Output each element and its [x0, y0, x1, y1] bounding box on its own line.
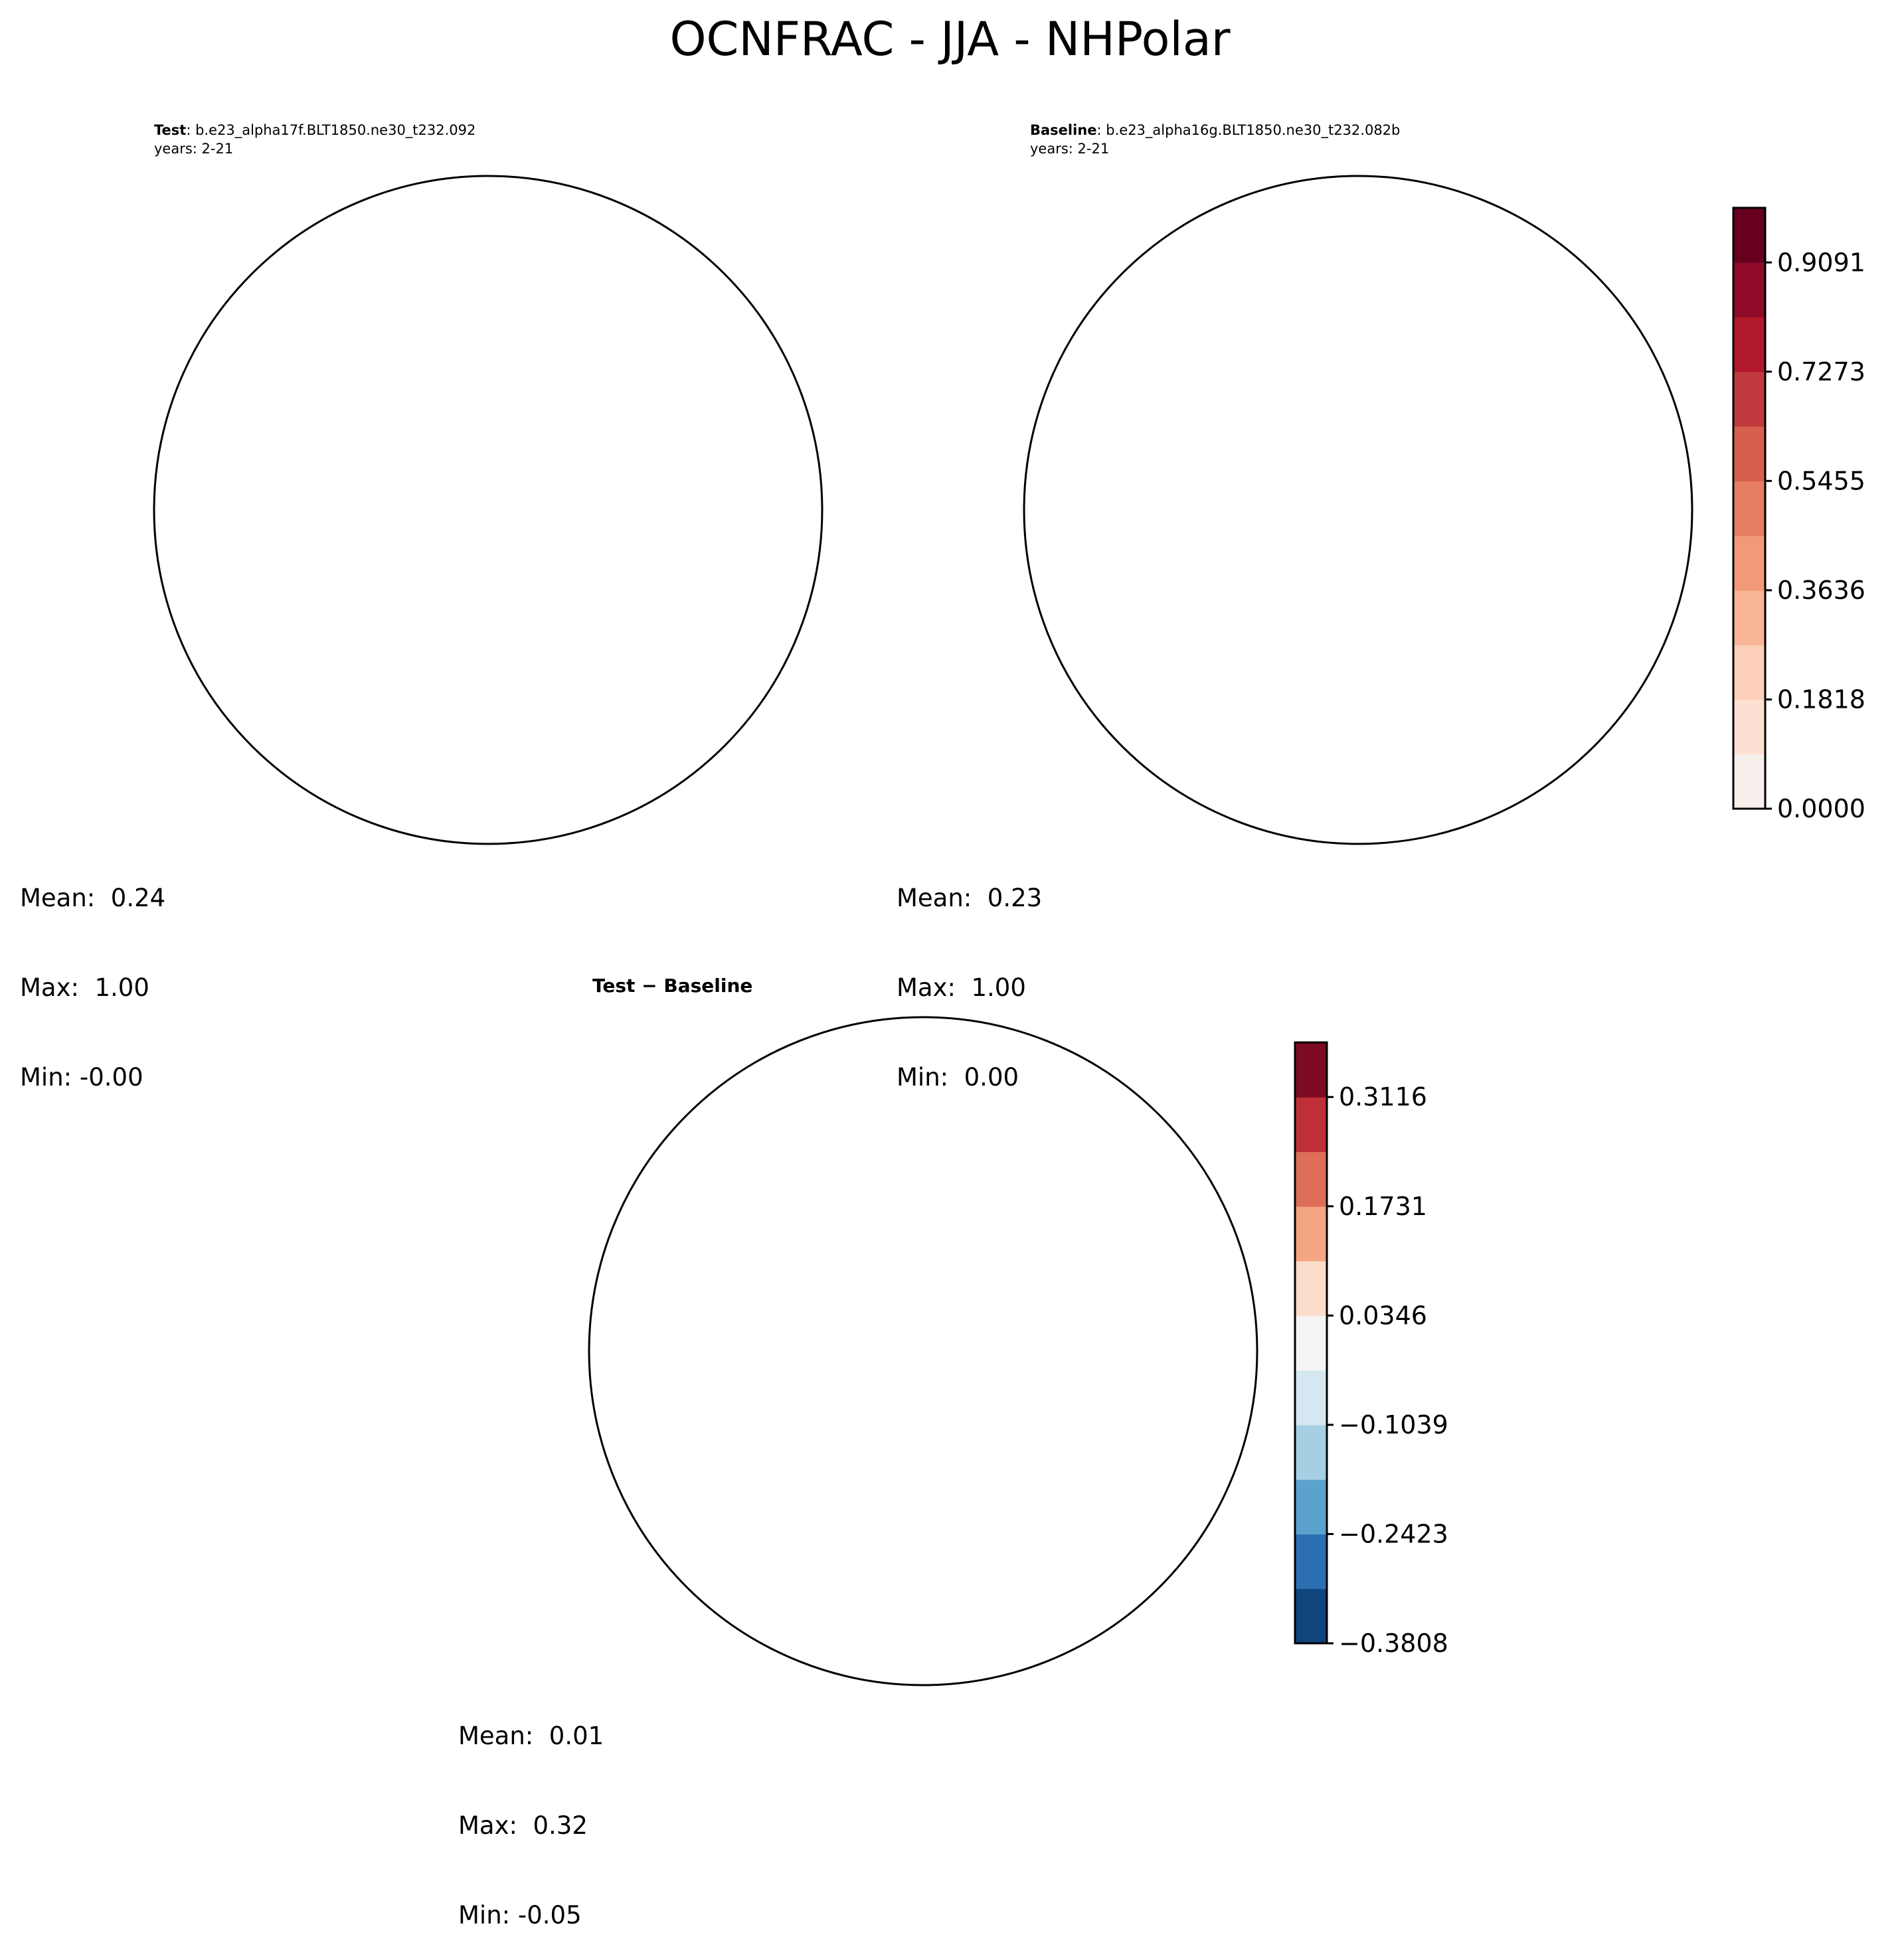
diff-colorbar-segment [1295, 1534, 1327, 1590]
main-colorbar: 0.0000 0.1818 0.3636 0.5455 0.7273 0.9091 [1732, 206, 1865, 823]
test-arctic-mid [335, 354, 562, 593]
main-colorbar-tick-label: 0.0000 [1777, 794, 1865, 823]
main-colorbar-segment [1733, 371, 1765, 427]
diff-colorbar-segment [1295, 1151, 1327, 1207]
diff-arctic-center [790, 1212, 963, 1378]
main-colorbar-segment [1733, 317, 1765, 372]
diff-pole-marker [920, 1339, 932, 1350]
diff-greenland [790, 1318, 936, 1457]
baseline-arctic-inner [1318, 470, 1398, 536]
test-max: Max: 1.00 [20, 973, 149, 1002]
test-years: years: 2-21 [154, 141, 234, 157]
baseline-map-border [1023, 175, 1693, 845]
test-map-border [153, 175, 823, 845]
baseline-arctic-edge [1192, 337, 1451, 616]
test-ocean-high [642, 686, 714, 882]
baseline-map [986, 138, 1693, 882]
diff-panel-title: Test − Baseline [592, 975, 753, 997]
main-colorbar-tick-label: 0.1818 [1777, 685, 1865, 714]
diff-barents-high [936, 1398, 990, 1457]
baseline-ocean-high [986, 138, 1584, 882]
diff-max: Max: 0.32 [458, 1811, 588, 1840]
diff-neutral-base [589, 1017, 1257, 1685]
diff-colorbar-segment [1295, 1206, 1327, 1262]
diff-laptev-high [823, 1172, 910, 1225]
test-label: Test [154, 122, 187, 138]
main-colorbar-segment [1733, 262, 1765, 318]
diff-colorbar-segment [1295, 1315, 1327, 1371]
figure-canvas: 0.0000 0.1818 0.3636 0.5455 0.7273 0.9091 −0.… [153, 138, 1865, 1686]
diff-colorbar-tick-label: −0.3808 [1339, 1629, 1448, 1658]
main-colorbar-segment [1733, 535, 1765, 591]
main-colorbar-segment [1733, 481, 1765, 536]
baseline-min: Min: 0.00 [897, 1063, 1019, 1092]
main-colorbar-segment [1733, 699, 1765, 755]
diff-colorbar-segment [1295, 1424, 1327, 1480]
diff-colorbar-segment [1295, 1042, 1327, 1098]
diff-colorbar-tick-label: 0.3116 [1339, 1082, 1427, 1111]
test-stats: Mean: 0.24 Max: 1.00 Min: -0.00 [20, 823, 165, 1122]
test-min: Min: -0.00 [20, 1063, 143, 1092]
diff-colorbar-segment [1295, 1097, 1327, 1153]
diff-colorbar: −0.3808 −0.2423 −0.1039 0.0346 0.1731 0.3116 [1294, 1041, 1448, 1658]
baseline-max: Max: 1.00 [897, 973, 1026, 1002]
main-colorbar-tick-label: 0.5455 [1777, 466, 1865, 495]
main-colorbar-segment [1733, 426, 1765, 481]
diff-colorbar-tick-label: −0.1039 [1339, 1410, 1448, 1439]
main-colorbar-tick-label: 0.9091 [1777, 248, 1865, 277]
test-map [153, 175, 823, 882]
main-colorbar-segment [1733, 754, 1765, 809]
test-arctic-edge [322, 337, 581, 616]
diff-beaufort [651, 1338, 744, 1398]
main-colorbar-segment [1733, 208, 1765, 263]
main-colorbar-frame [1732, 206, 1767, 810]
diff-colorbar-segment [1295, 1479, 1327, 1535]
diff-arctic-positive [757, 1179, 1016, 1457]
diff-colorbar-tick-label: 0.1731 [1339, 1192, 1427, 1221]
diff-map [588, 1016, 1258, 1686]
diff-colorbar-frame [1294, 1041, 1328, 1645]
baseline-greenland [1225, 477, 1371, 616]
baseline-land-base [1024, 176, 1692, 844]
test-case-name: : b.e23_alpha17f.BLT1850.ne30_t232.092 [186, 122, 476, 138]
main-colorbar-segment [1733, 645, 1765, 700]
baseline-arctic-mid [1205, 354, 1432, 593]
main-colorbar-tick-label: 0.7273 [1777, 357, 1865, 386]
diff-min: Min: -0.05 [458, 1901, 582, 1929]
diff-colorbar-tick-label: 0.0346 [1339, 1301, 1427, 1330]
figure-title: OCNFRAC - JJA - NHPolar [669, 12, 1231, 66]
test-greenland [355, 477, 501, 616]
diff-colorbar-segment [1295, 1370, 1327, 1426]
main-colorbar-tick-label: 0.3636 [1777, 576, 1865, 605]
diff-map-border [588, 1016, 1258, 1686]
main-colorbar-segment [1733, 590, 1765, 645]
test-arctic-inner [352, 367, 545, 563]
diff-colorbar-tick-label: −0.2423 [1339, 1519, 1448, 1548]
test-panel-title: Test: b.e23_alpha17f.BLT1850.ne30_t232.0… [154, 121, 475, 158]
diff-colorbar-segment [1295, 1588, 1327, 1644]
test-pole-marker [482, 501, 494, 513]
baseline-label: Baseline [1030, 122, 1097, 138]
baseline-mean: Mean: 0.23 [897, 884, 1043, 912]
baseline-case-name: : b.e23_alpha16g.BLT1850.ne30_t232.082b [1096, 122, 1401, 138]
baseline-stats: Mean: 0.23 Max: 1.00 Min: 0.00 [897, 823, 1042, 1122]
diff-mean: Mean: 0.01 [458, 1722, 604, 1750]
baseline-years: years: 2-21 [1030, 141, 1110, 157]
baseline-panel-title: Baseline: b.e23_alpha16g.BLT1850.ne30_t2… [1030, 121, 1400, 158]
test-mean: Mean: 0.24 [20, 884, 166, 912]
diff-colorbar-segment [1295, 1261, 1327, 1316]
